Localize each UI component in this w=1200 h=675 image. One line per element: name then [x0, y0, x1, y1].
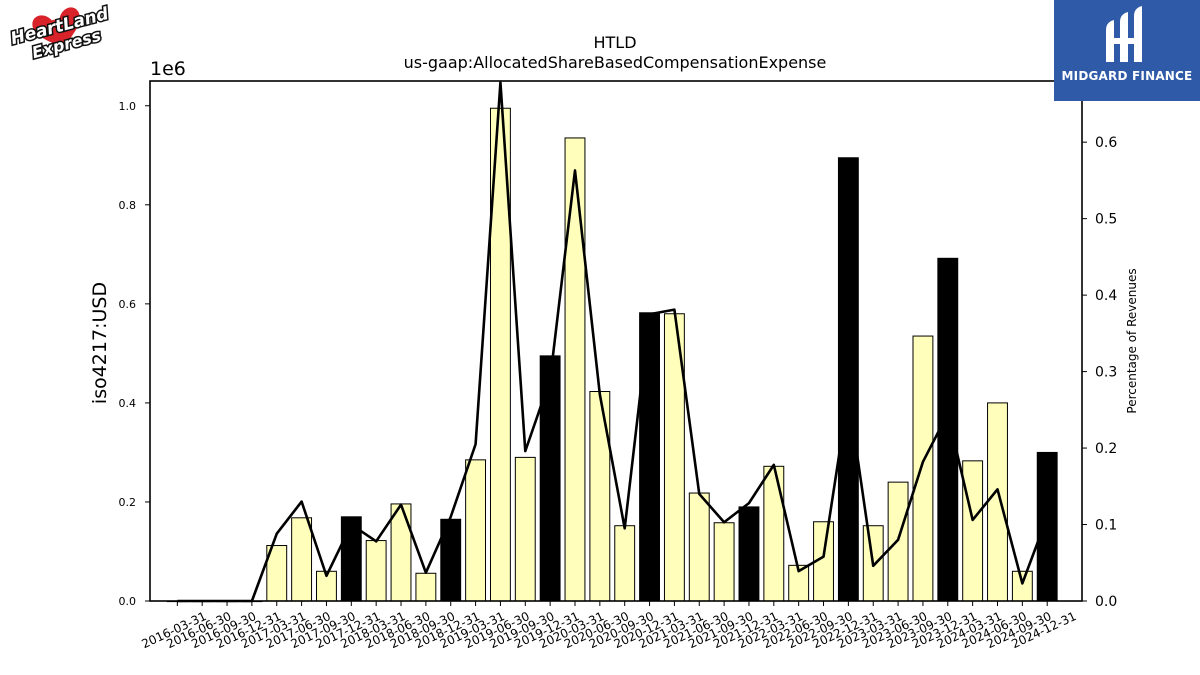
midgard-mark-icon — [1106, 6, 1142, 62]
heart-icon — [32, 7, 80, 49]
y2-tick-label: 0.0 — [1095, 594, 1117, 610]
y-tick-label: 0.8 — [119, 199, 137, 212]
y2-tick-label: 0.6 — [1095, 135, 1117, 151]
y-tick-label: 0.4 — [119, 397, 137, 410]
plot-frame — [149, 80, 1083, 602]
y-axis-label: iso4217:USD — [89, 282, 111, 404]
bar-2019-09-30 — [514, 456, 536, 602]
bar-2024-03-31 — [962, 460, 984, 602]
bar-2022-03-31 — [763, 465, 785, 602]
bar-2019-12-31 — [539, 355, 561, 602]
y-axis-ticks: 0.0 0.2 0.4 0.6 0.8 1.0 — [119, 100, 150, 608]
bar-2017-06-30 — [291, 517, 313, 602]
bar-2018-03-31 — [365, 540, 387, 602]
y-tick-label: 0.0 — [119, 595, 137, 608]
bar-2020-03-31 — [564, 137, 586, 602]
chart-subtitle: us-gaap:AllocatedShareBasedCompensationE… — [404, 53, 827, 72]
logo-brand-text: MIDGARD FINANCE — [1061, 69, 1193, 83]
bar-2024-06-30 — [987, 402, 1008, 602]
y2-tick-label: 0.1 — [1095, 518, 1117, 534]
bar-2021-06-30 — [688, 492, 710, 602]
bar-2020-06-30 — [589, 391, 611, 602]
bar-2024-09-30 — [1011, 570, 1033, 602]
bar-2021-12-31 — [738, 506, 760, 602]
y-multiplier: 1e6 — [150, 58, 186, 80]
y2-tick-label: 0.5 — [1095, 212, 1117, 228]
bar-2019-03-31 — [465, 459, 487, 602]
bar-2020-09-30 — [614, 525, 636, 602]
y2-axis-ticks: 0.0 0.1 0.2 0.3 0.4 0.5 0.6 — [1082, 135, 1117, 610]
y2-tick-label: 0.4 — [1095, 288, 1117, 304]
y2-tick-label: 0.3 — [1095, 365, 1117, 381]
chart-title: HTLD — [593, 33, 636, 52]
bar-2020-12-31 — [639, 312, 660, 602]
bar-2021-09-30 — [713, 522, 735, 602]
y2-axis-label: Percentage of Revenues — [1125, 268, 1139, 413]
y-tick-label: 0.6 — [119, 298, 137, 311]
bar-series — [166, 107, 1058, 603]
y-tick-label: 1.0 — [119, 100, 137, 113]
bar-2024-12-31 — [1036, 451, 1058, 602]
y2-tick-label: 0.2 — [1095, 441, 1117, 457]
line-path — [177, 81, 1049, 603]
midgard-finance-logo: MIDGARD FINANCE — [1054, 0, 1200, 101]
x-axis-ticks: 2016-03-312016-06-302016-09-302016-12-31… — [139, 601, 1078, 651]
bar-2022-12-31 — [837, 157, 859, 602]
bar-2018-09-30 — [415, 572, 437, 602]
heartland-express-logo: HeartLand Express — [4, 2, 122, 66]
y-tick-label: 0.2 — [119, 496, 137, 509]
bar-2023-09-30 — [912, 335, 934, 602]
bar-2018-06-30 — [390, 503, 412, 602]
axes — [149, 80, 1083, 602]
